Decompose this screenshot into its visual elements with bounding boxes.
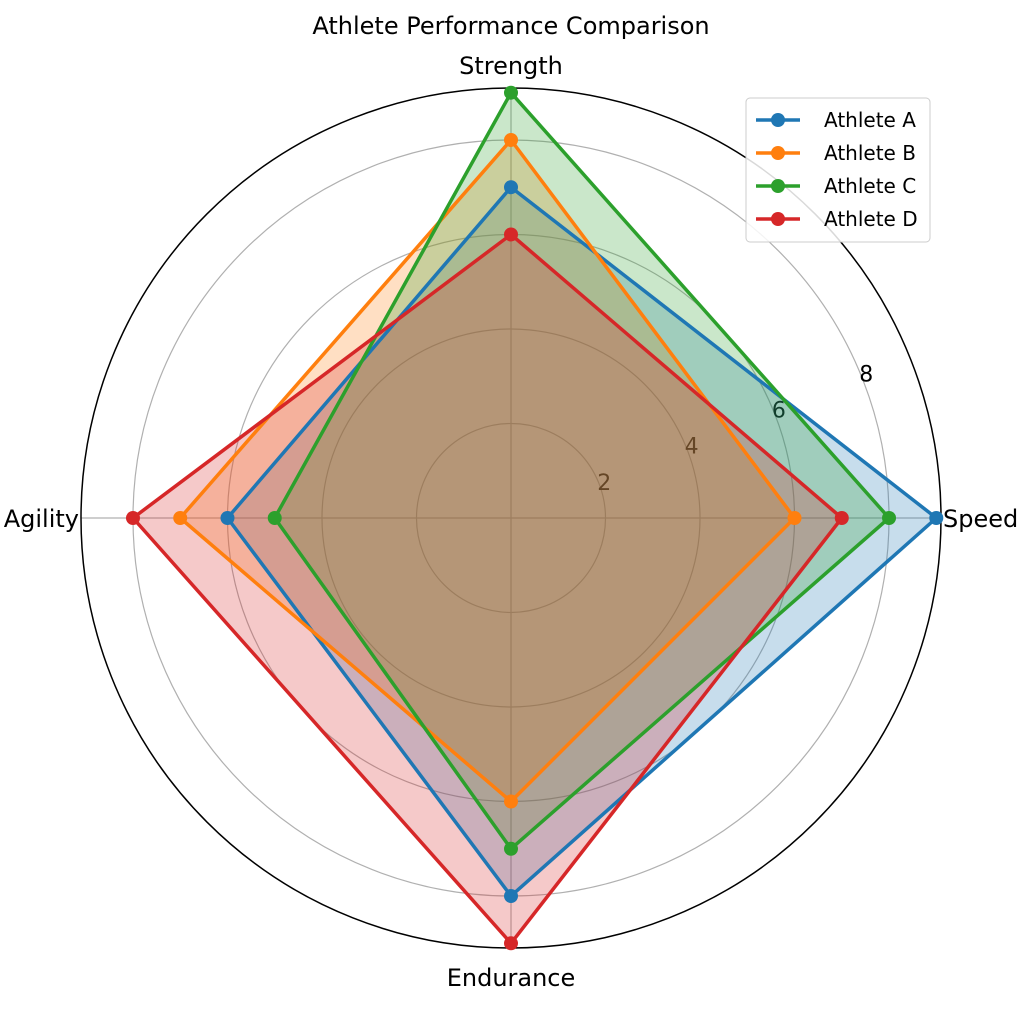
legend-swatch-marker [771,113,785,127]
data-point [882,511,897,525]
legend-swatch-marker [771,212,785,226]
data-point [504,132,518,147]
data-point [504,85,518,100]
radial-tick-label: 2 [597,471,611,496]
data-point [504,180,518,195]
axis-label-agility: Agility [4,505,79,533]
series-lines [125,85,944,951]
data-point [504,794,518,809]
legend-swatch-marker [771,179,785,193]
legend-swatch-marker [771,146,785,160]
data-point [267,511,282,525]
axis-labels: Speed Strength Agility Endurance [4,52,1019,992]
grid-circle [321,328,701,708]
radial-tick-label: 6 [772,399,786,424]
legend-label: Athlete A [824,108,916,132]
chart-title: Athlete Performance Comparison [312,12,709,40]
legend-label: Athlete C [824,174,916,198]
legend-box [745,97,931,243]
grid-circle [415,422,607,614]
series-fill [133,234,842,944]
series-fills [133,92,937,944]
data-point [504,841,518,856]
data-point [834,511,849,525]
series-fill [227,187,937,896]
series-fill [180,140,795,802]
data-point [220,511,235,525]
data-point [504,936,518,951]
legend-label: Athlete B [824,141,916,165]
data-point [504,227,518,242]
radial-tick-label: 4 [685,435,699,460]
axis-label-speed: Speed [943,505,1018,533]
legend: Athlete A Athlete B Athlete C Athlete D [745,97,931,243]
data-point [173,511,188,525]
axis-label-endurance: Endurance [447,964,576,992]
data-point [504,889,518,904]
radial-tick-label: 8 [859,362,873,387]
axis-label-strength: Strength [459,52,563,80]
legend-label: Athlete D [824,207,918,231]
data-point [929,511,944,525]
data-point [125,511,140,525]
data-point [787,511,802,525]
